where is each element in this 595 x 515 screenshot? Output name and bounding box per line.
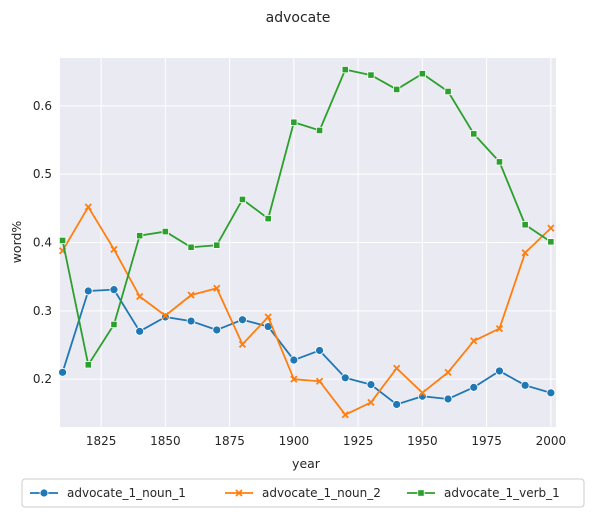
data-point bbox=[443, 394, 453, 404]
y-tick-label: 0.5 bbox=[33, 167, 52, 181]
data-point bbox=[58, 367, 67, 377]
data-point bbox=[213, 284, 221, 292]
data-point bbox=[418, 389, 426, 397]
x-tick-label: 1875 bbox=[214, 434, 245, 448]
data-point bbox=[290, 118, 298, 126]
data-point bbox=[521, 221, 529, 229]
data-point bbox=[315, 377, 324, 385]
legend-marker bbox=[39, 488, 49, 498]
data-point bbox=[315, 126, 324, 135]
series-layer bbox=[58, 66, 556, 419]
data-point bbox=[444, 368, 452, 376]
data-point bbox=[547, 224, 555, 232]
y-axis-label: word% bbox=[9, 221, 24, 264]
data-point bbox=[212, 325, 222, 335]
data-point bbox=[136, 232, 144, 240]
legend-item: advocate_1_verb_1 bbox=[407, 486, 560, 500]
legend: advocate_1_noun_1 advocate_1_noun_2 advoca… bbox=[21, 478, 585, 508]
data-point bbox=[238, 195, 247, 204]
data-point bbox=[84, 203, 92, 211]
legend-marker bbox=[235, 489, 243, 497]
data-point bbox=[340, 373, 350, 383]
data-point bbox=[341, 411, 349, 419]
data-point bbox=[187, 243, 195, 251]
data-point bbox=[289, 355, 299, 365]
y-tick-label: 0.2 bbox=[33, 372, 52, 386]
data-point bbox=[546, 388, 556, 398]
legend-label: advocate_1_noun_2 bbox=[262, 486, 381, 500]
series-advocate_1_verb_1 bbox=[58, 66, 555, 369]
data-point bbox=[315, 346, 324, 355]
x-tick-labels: 1825 1850 1875 1900 1925 1950 1975 2000 bbox=[86, 434, 566, 448]
data-point bbox=[213, 241, 221, 249]
x-tick-label: 1975 bbox=[471, 434, 502, 448]
data-point bbox=[366, 380, 376, 390]
legend-item: advocate_1_noun_1 bbox=[30, 486, 186, 500]
x-tick-label: 1900 bbox=[279, 434, 310, 448]
legend-box bbox=[21, 478, 585, 508]
series-line bbox=[61, 68, 552, 366]
data-point bbox=[290, 375, 298, 383]
x-tick-label: 1825 bbox=[86, 434, 117, 448]
x-tick-label: 2000 bbox=[536, 434, 567, 448]
x-tick-label: 1950 bbox=[407, 434, 438, 448]
legend-label: advocate_1_verb_1 bbox=[444, 486, 560, 500]
data-point bbox=[187, 291, 195, 299]
data-point bbox=[521, 249, 529, 257]
data-point bbox=[470, 337, 478, 345]
series-advocate_1_noun_1 bbox=[58, 285, 556, 409]
data-point bbox=[238, 315, 247, 325]
data-point bbox=[83, 286, 93, 296]
data-point bbox=[444, 87, 452, 96]
x-axis-label: year bbox=[292, 456, 321, 471]
series-advocate_1_noun_2 bbox=[58, 203, 555, 419]
data-point bbox=[341, 66, 349, 74]
x-tick-label: 1925 bbox=[343, 434, 374, 448]
series-line bbox=[61, 288, 552, 406]
data-point bbox=[495, 158, 504, 166]
data-point bbox=[136, 292, 144, 301]
series-line bbox=[61, 206, 552, 416]
data-point bbox=[110, 245, 118, 253]
data-point bbox=[264, 214, 272, 223]
gridlines bbox=[60, 58, 556, 427]
data-point bbox=[186, 316, 196, 326]
y-tick-label: 0.4 bbox=[33, 236, 52, 250]
data-point bbox=[520, 380, 530, 390]
data-point bbox=[393, 364, 401, 372]
x-tick-label: 1850 bbox=[150, 434, 181, 448]
data-point bbox=[469, 382, 479, 392]
data-point bbox=[135, 326, 145, 336]
legend-marker bbox=[417, 489, 425, 497]
data-point bbox=[84, 361, 92, 369]
data-point bbox=[264, 313, 272, 321]
legend-label: advocate_1_noun_1 bbox=[67, 486, 186, 500]
y-tick-label: 0.6 bbox=[33, 99, 52, 113]
chart-title: advocate bbox=[266, 10, 331, 26]
data-point bbox=[495, 324, 504, 333]
data-point bbox=[58, 236, 67, 245]
data-point bbox=[392, 400, 402, 409]
data-point bbox=[470, 130, 478, 138]
data-point bbox=[161, 227, 169, 236]
y-tick-labels: 0.2 0.3 0.4 0.5 0.6 bbox=[33, 99, 52, 386]
data-point bbox=[547, 238, 555, 246]
legend-item: advocate_1_noun_2 bbox=[225, 486, 381, 500]
data-point bbox=[110, 320, 118, 329]
data-point bbox=[367, 398, 375, 407]
data-point bbox=[238, 340, 247, 348]
data-point bbox=[161, 311, 170, 320]
data-point bbox=[109, 285, 119, 295]
data-point bbox=[495, 366, 504, 376]
data-point bbox=[418, 70, 426, 78]
data-point bbox=[393, 85, 401, 94]
y-tick-label: 0.3 bbox=[33, 304, 52, 318]
data-point bbox=[367, 71, 375, 79]
